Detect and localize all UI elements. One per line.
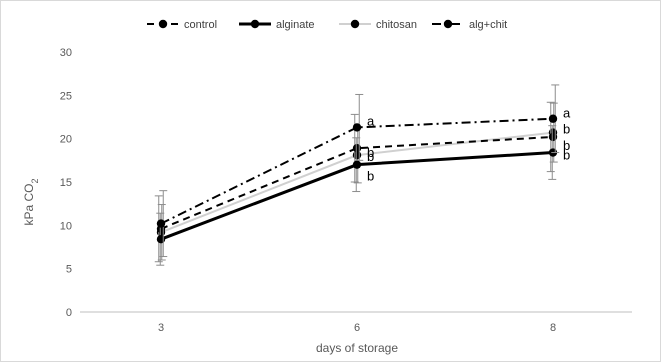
legend-label: control	[184, 19, 217, 31]
data-point	[548, 132, 558, 142]
legend-item: control	[147, 19, 217, 31]
legend-label: alg+chit	[469, 19, 507, 31]
legend-marker	[443, 19, 453, 29]
legend-marker	[350, 19, 360, 29]
series-layer	[154, 84, 560, 266]
series-alg-chit	[156, 84, 560, 258]
significance-label: a	[367, 113, 375, 128]
legend-item: alginate	[239, 19, 315, 31]
y-axis-title-main: kPa CO	[22, 184, 36, 226]
data-point	[352, 160, 362, 169]
legend-item: chitosan	[339, 19, 417, 31]
data-point	[156, 235, 166, 244]
data-point	[352, 144, 362, 153]
y-tick-label: 15	[60, 177, 72, 189]
significance-label: b	[367, 169, 374, 184]
legend: control alginate chitosan alg+chit	[147, 19, 507, 31]
significance-label: b	[367, 149, 374, 164]
significance-label: b	[563, 122, 570, 137]
x-axis-ticks: 3 6 8	[158, 322, 556, 334]
y-tick-label: 30	[60, 47, 72, 59]
data-point	[548, 114, 558, 123]
significance-label: b	[563, 148, 570, 163]
legend-marker	[158, 19, 168, 29]
x-tick-label: 3	[158, 322, 164, 334]
y-axis-ticks: 0 5 10 15 20 25 30	[60, 47, 72, 319]
y-axis-title-subscript: 2	[30, 178, 40, 183]
significance-label: a	[563, 106, 571, 121]
series-line	[160, 117, 554, 225]
y-tick-label: 10	[60, 220, 72, 232]
data-point	[352, 123, 362, 132]
legend-marker	[250, 19, 260, 29]
y-tick-label: 0	[66, 307, 72, 319]
y-axis-title: kPa CO2	[22, 178, 40, 225]
x-tick-label: 6	[354, 322, 360, 334]
legend-item: alg+chit	[432, 19, 507, 31]
y-tick-label: 25	[60, 90, 72, 102]
legend-label: alginate	[276, 19, 315, 31]
significance-label: b	[563, 138, 570, 153]
x-tick-label: 8	[550, 322, 556, 334]
x-axis-title: days of storage	[316, 341, 398, 355]
significance-label: b	[367, 145, 374, 160]
series-line	[160, 135, 554, 230]
legend-label: chitosan	[376, 19, 417, 31]
data-point	[156, 219, 166, 228]
y-tick-label: 20	[60, 134, 72, 146]
y-tick-label: 5	[66, 264, 72, 276]
